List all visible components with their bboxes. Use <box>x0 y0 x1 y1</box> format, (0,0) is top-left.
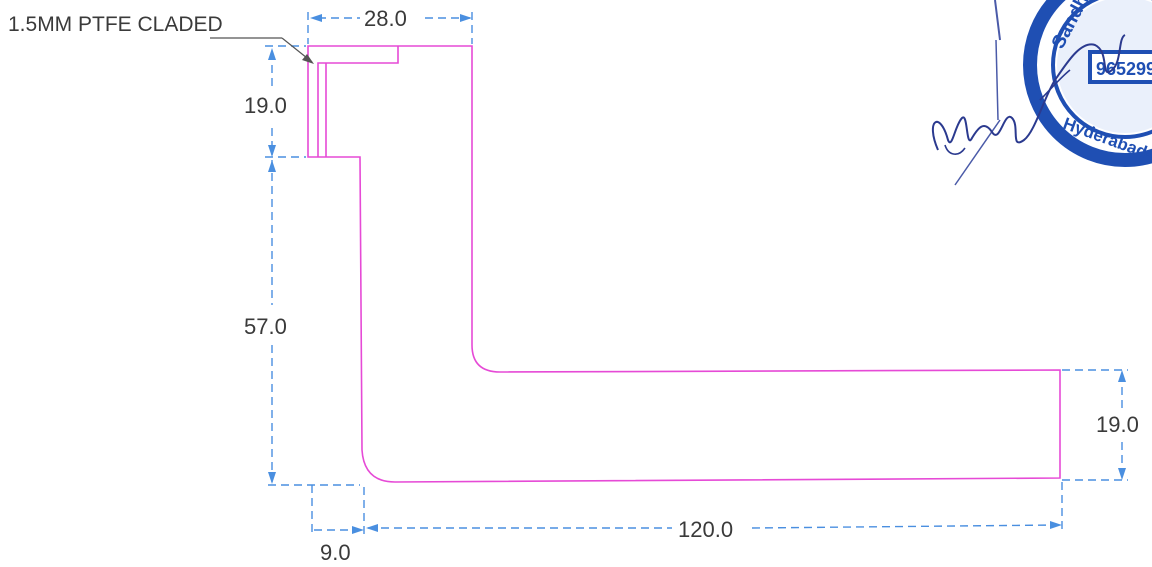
dim-bottom-width-label: 9.0 <box>320 540 351 565</box>
dim-top-height-label: 19.0 <box>244 93 287 118</box>
scan-edge-line-3 <box>954 119 1001 186</box>
arrow-left-icon <box>366 524 378 532</box>
arrow-up-icon <box>268 48 276 60</box>
arrow-up-icon <box>268 160 276 172</box>
arrow-left-icon <box>310 14 322 22</box>
stamp-outer-ring <box>1023 0 1152 167</box>
stamp-phone-box <box>1088 50 1152 84</box>
dim-left-height-label: 57.0 <box>244 314 287 339</box>
part-outline <box>307 45 1061 483</box>
arrow-down-icon <box>1118 468 1126 480</box>
part-outer-profile <box>307 45 1061 483</box>
signature-scribble <box>931 34 1126 151</box>
arrow-right-icon <box>1050 521 1062 529</box>
arrow-down-icon <box>268 145 276 157</box>
dim-bottom-long-2 <box>751 524 1059 529</box>
stamp-inner-ring <box>1051 0 1152 139</box>
dimension-lines <box>265 12 1128 534</box>
scan-edge-line <box>994 0 1001 41</box>
dim-right-height-label: 19.0 <box>1096 412 1139 437</box>
signature-scribble-2 <box>944 69 1071 155</box>
arrow-right-icon <box>352 526 364 534</box>
arrow-up-icon <box>1118 370 1126 382</box>
stamp-phone-text: 9652998 <box>1096 59 1152 79</box>
arrow-down-icon <box>268 472 276 484</box>
cladding-inner-line <box>317 46 399 157</box>
dim-top-width-label: 28.0 <box>364 6 407 31</box>
company-stamp: Sandhya Ent 9652998 Hyderabad-5 <box>931 0 1152 186</box>
cladding-note: 1.5MM PTFE CLADED <box>8 13 223 36</box>
scan-edge-line-2 <box>995 39 999 121</box>
leader-arrow-icon <box>302 54 314 64</box>
cladding-leader <box>210 37 314 64</box>
arrow-right-icon <box>460 14 472 22</box>
dim-bottom-length-label: 120.0 <box>678 517 733 542</box>
